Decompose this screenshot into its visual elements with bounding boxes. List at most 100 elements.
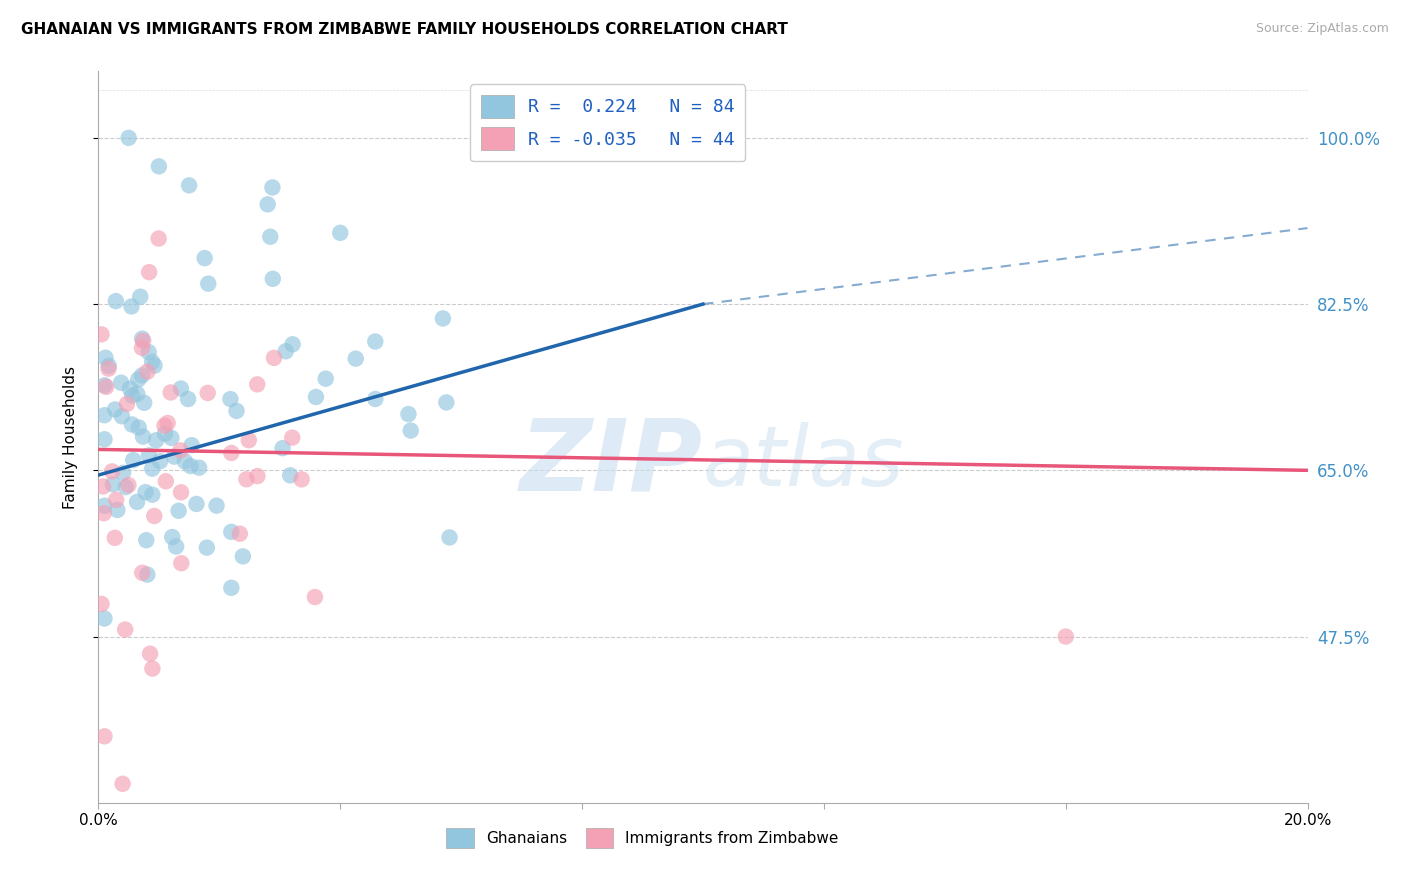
Point (93, 506, 115, 520)
Point (138, 345, 160, 359)
Point (149, 454, 172, 468)
Point (186, 497, 208, 511)
Point (163, 450, 186, 464)
Point (434, 395, 457, 409)
Point (121, 388, 143, 402)
Point (141, 355, 163, 369)
Point (94, 380, 117, 394)
Point (177, 392, 200, 406)
Point (90, 597, 112, 611)
Point (304, 590, 326, 604)
Point (162, 530, 184, 544)
Point (399, 424, 422, 438)
Point (94, 351, 117, 365)
Point (104, 294, 127, 309)
Point (129, 290, 152, 304)
Text: GHANAIAN VS IMMIGRANTS FROM ZIMBABWE FAMILY HOUSEHOLDS CORRELATION CHART: GHANAIAN VS IMMIGRANTS FROM ZIMBABWE FAM… (21, 22, 787, 37)
Point (165, 540, 187, 554)
Point (114, 480, 136, 494)
Point (246, 377, 269, 392)
Point (274, 344, 297, 359)
Point (153, 418, 176, 433)
Point (278, 468, 301, 483)
Point (259, 229, 281, 244)
Point (143, 359, 166, 373)
Point (104, 402, 127, 417)
Point (170, 485, 193, 500)
Point (93, 378, 115, 392)
Point (160, 431, 183, 445)
Point (159, 385, 181, 400)
Point (127, 373, 149, 387)
Point (291, 472, 314, 486)
Point (305, 390, 328, 404)
Point (262, 180, 284, 194)
Point (141, 488, 163, 502)
Point (188, 460, 211, 475)
Point (138, 265, 160, 279)
Point (134, 485, 156, 500)
Point (131, 341, 153, 355)
Point (281, 337, 304, 351)
Point (112, 466, 135, 480)
Point (398, 407, 420, 421)
Point (97, 359, 120, 373)
Point (128, 420, 150, 434)
Point (315, 372, 337, 386)
Point (136, 365, 159, 379)
Point (229, 526, 252, 541)
Text: ZIP: ZIP (520, 414, 703, 511)
Point (432, 311, 454, 326)
Point (104, 531, 127, 545)
Point (127, 387, 149, 401)
Point (141, 461, 163, 475)
Point (122, 453, 145, 467)
Point (93, 611, 115, 625)
Point (131, 566, 153, 580)
Point (232, 549, 254, 564)
Point (117, 478, 139, 492)
Point (155, 475, 177, 489)
Point (1054, 630, 1077, 644)
Point (131, 332, 153, 346)
Point (111, 409, 134, 424)
Point (93, 432, 115, 446)
Point (153, 426, 176, 441)
Point (121, 300, 143, 314)
Point (221, 446, 243, 460)
Point (101, 477, 124, 491)
Point (148, 159, 170, 173)
Point (148, 231, 170, 245)
Point (170, 382, 193, 396)
Point (170, 556, 193, 570)
Point (143, 508, 166, 523)
Text: atlas: atlas (703, 422, 904, 503)
Point (93, 499, 115, 513)
Point (263, 351, 285, 365)
Point (131, 368, 153, 383)
Point (115, 397, 138, 411)
Point (439, 531, 461, 545)
Point (91, 479, 114, 493)
Point (136, 567, 159, 582)
Point (97, 361, 120, 376)
Point (195, 541, 218, 555)
Y-axis label: Family Households: Family Households (63, 366, 77, 508)
Point (197, 277, 219, 291)
Point (90, 327, 112, 342)
Point (141, 662, 163, 676)
Point (105, 492, 128, 507)
Point (364, 334, 387, 349)
Point (225, 404, 247, 418)
Point (262, 272, 284, 286)
Point (132, 429, 155, 443)
Point (235, 472, 257, 486)
Point (221, 524, 243, 539)
Point (111, 777, 134, 791)
Point (364, 392, 387, 406)
Point (329, 226, 352, 240)
Point (256, 197, 278, 211)
Point (238, 434, 260, 448)
Point (114, 623, 136, 637)
Point (135, 533, 157, 548)
